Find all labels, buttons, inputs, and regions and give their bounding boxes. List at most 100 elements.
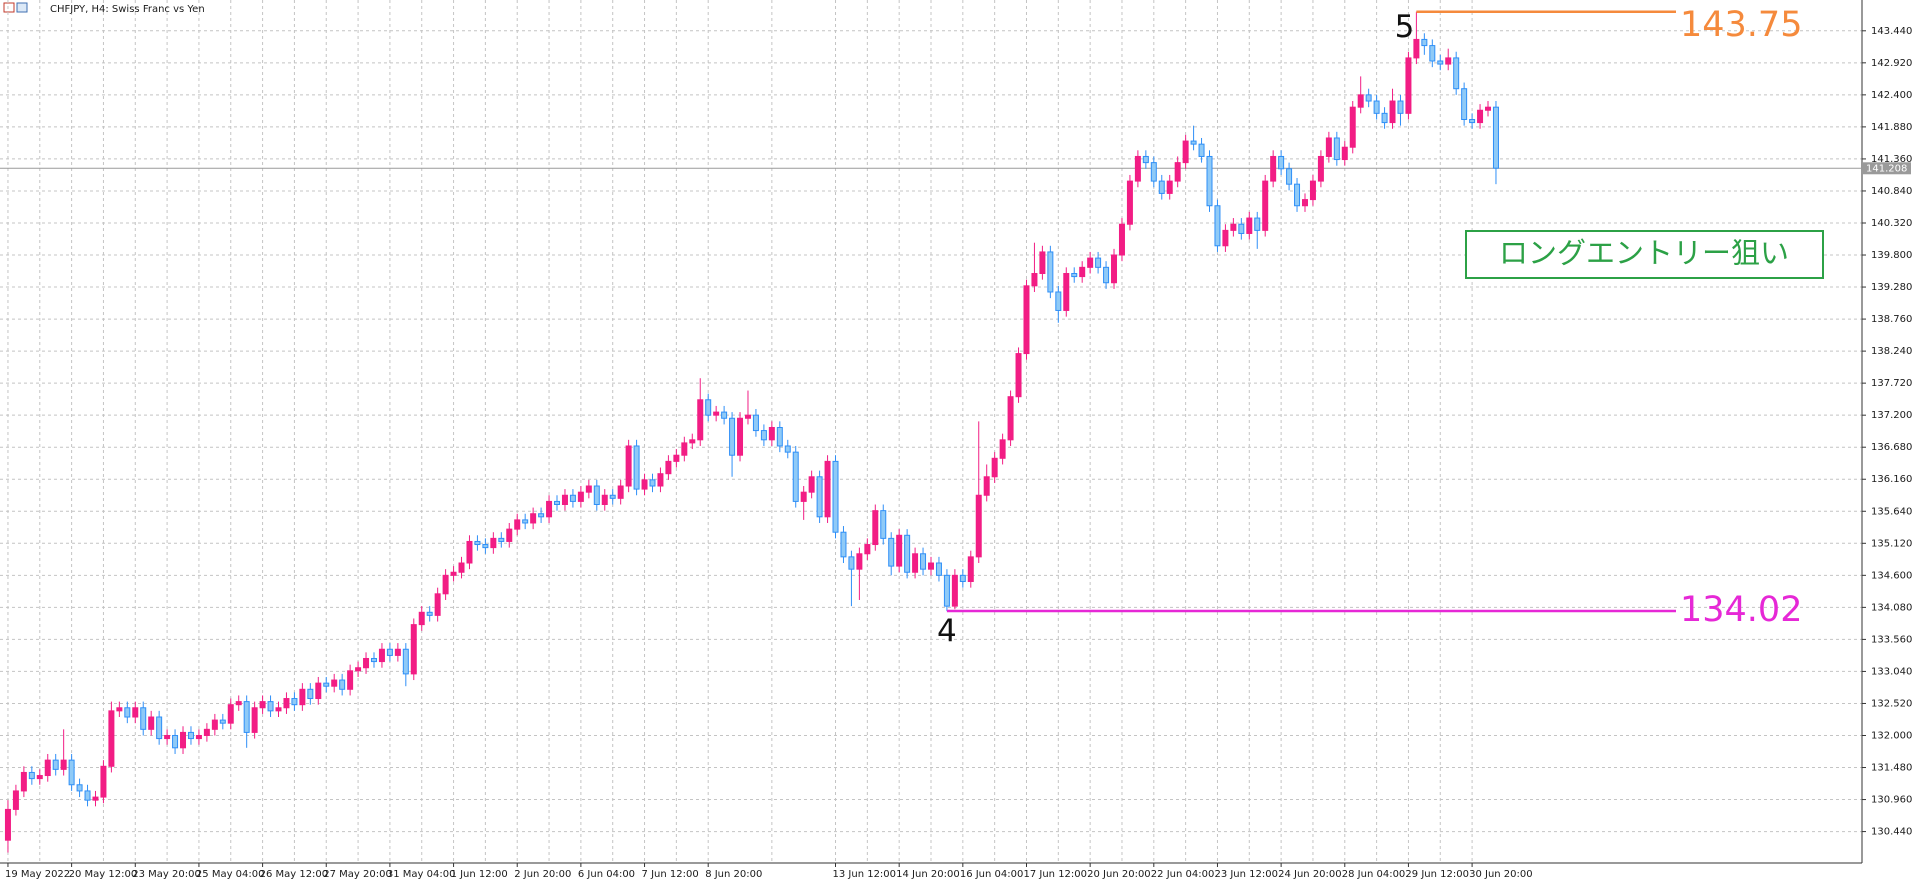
candle-body (323, 682, 330, 687)
x-tick-label: 20 Jun 20:00 (1087, 869, 1151, 880)
y-tick-label: 135.640 (1871, 506, 1912, 517)
chart-icon[interactable] (16, 2, 28, 13)
candle-body (1278, 155, 1285, 170)
candle-body (1413, 38, 1420, 59)
candle-body (92, 796, 99, 801)
candle-body (1246, 217, 1253, 234)
candle-body (1238, 223, 1245, 234)
candle-body (1095, 257, 1102, 268)
candle-body (410, 624, 417, 675)
x-tick-label: 28 Jun 04:00 (1342, 869, 1406, 880)
candle-body (1103, 266, 1110, 284)
candle-body (1214, 205, 1221, 247)
candle-body (959, 574, 966, 582)
candle-body (522, 519, 529, 524)
y-tick-label: 137.200 (1871, 410, 1912, 421)
y-tick-label: 143.440 (1871, 26, 1912, 37)
candle-body (1309, 180, 1316, 201)
y-tick-label: 136.160 (1871, 474, 1912, 485)
candle-body (840, 531, 847, 558)
candle-body (259, 701, 266, 709)
candle-body (824, 460, 831, 518)
candle-body (235, 701, 242, 706)
y-tick-label: 130.960 (1871, 795, 1912, 806)
y-tick-label: 130.440 (1871, 827, 1912, 838)
grid-layer (0, 0, 1862, 863)
candle-body (554, 500, 561, 505)
candle-body (776, 426, 783, 447)
y-tick-label: 140.320 (1871, 218, 1912, 229)
candle-body (156, 716, 163, 740)
candle-body (625, 445, 632, 487)
candle-body (530, 513, 537, 524)
candle-body (752, 414, 759, 432)
candle-body (1118, 223, 1125, 256)
menu-icon[interactable] (3, 2, 15, 13)
candle-body (705, 399, 712, 416)
candle-body (68, 759, 75, 786)
candle-body (132, 707, 139, 718)
candle-body (466, 540, 473, 564)
candle-body (689, 439, 696, 444)
y-tick-label: 136.680 (1871, 442, 1912, 453)
x-tick-label: 27 May 20:00 (323, 869, 392, 880)
wave-label: 4 (937, 614, 957, 650)
candle-body (1055, 291, 1062, 311)
note-box (1465, 230, 1824, 279)
candle-body (920, 553, 927, 570)
y-tick-label: 139.280 (1871, 282, 1912, 293)
candle-body (482, 544, 489, 549)
candle-body (1365, 94, 1372, 102)
candle-body (729, 417, 736, 456)
x-tick-label: 17 Jun 12:00 (1023, 869, 1087, 880)
candle-body (569, 494, 576, 502)
x-tick-label: 2 Jun 20:00 (514, 869, 571, 880)
x-tick-label: 23 Jun 12:00 (1214, 869, 1278, 880)
candle-body (36, 775, 43, 780)
candle-body (20, 771, 27, 792)
candle-body (1270, 155, 1277, 182)
candle-body (593, 485, 600, 505)
candle-body (506, 528, 513, 542)
x-tick-label: 23 May 20:00 (132, 869, 201, 880)
candle-body (1182, 140, 1189, 164)
candle-body (203, 728, 210, 736)
candle-body (601, 494, 608, 505)
candle-body (760, 430, 767, 441)
candle-body (299, 688, 306, 706)
candle-body (1222, 229, 1229, 247)
y-tick-label: 138.240 (1871, 346, 1912, 357)
candle-body (1262, 180, 1269, 231)
y-tick-label: 131.480 (1871, 763, 1912, 774)
x-tick-label: 19 May 2022 (5, 869, 70, 880)
candle-body (1429, 45, 1436, 62)
candle-body (450, 571, 457, 576)
candle-body (1047, 251, 1054, 293)
candle-body (347, 670, 354, 690)
x-tick-label: 31 May 04:00 (387, 869, 456, 880)
candle-body (124, 707, 131, 718)
candle-body (951, 574, 958, 607)
candle-body (808, 476, 815, 493)
candle-body (1087, 257, 1094, 268)
x-tick-label: 30 Jun 20:00 (1469, 869, 1533, 880)
candle-body (792, 451, 799, 502)
candle-body (1158, 180, 1165, 194)
y-tick-label: 137.720 (1871, 378, 1912, 389)
candle-body (267, 701, 274, 712)
y-tick-label: 132.520 (1871, 698, 1912, 709)
y-tick-label: 142.400 (1871, 90, 1912, 101)
candle-body (538, 513, 545, 518)
candle-body (1174, 162, 1181, 182)
candle-body (52, 759, 59, 770)
candle-body (848, 556, 855, 570)
candle-body (474, 540, 481, 546)
candle-body (1405, 57, 1412, 114)
candle-body (331, 679, 338, 687)
level-label: 134.02 (1680, 590, 1802, 630)
candle-body (641, 479, 648, 490)
candle-body (617, 485, 624, 499)
candle-body (816, 476, 823, 518)
candle-body (1015, 353, 1022, 398)
